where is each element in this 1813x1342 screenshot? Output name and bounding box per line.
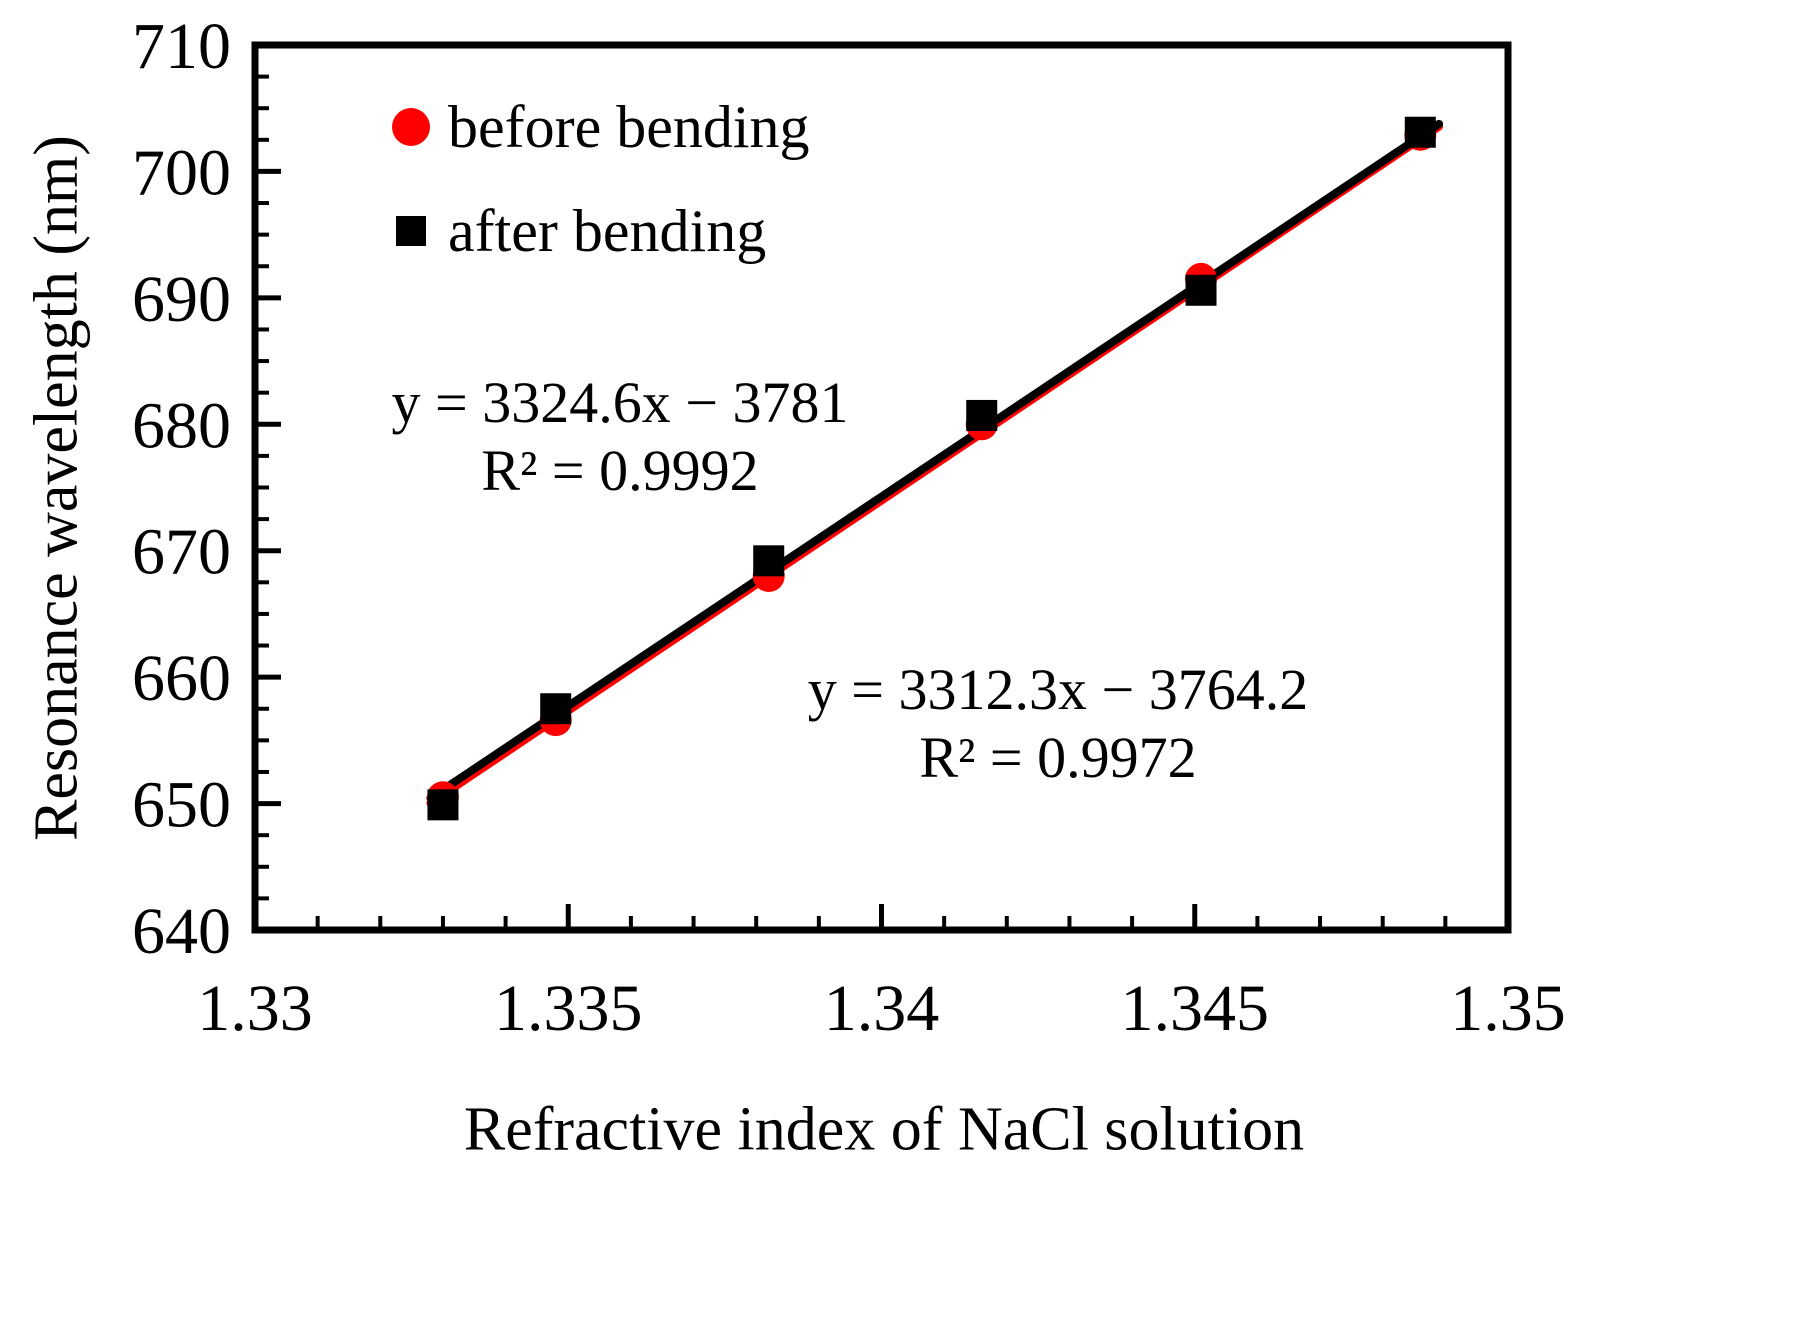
data-point-after-bending bbox=[966, 399, 998, 431]
square-marker-icon bbox=[396, 216, 426, 246]
y-tick-label: 640 bbox=[132, 895, 231, 968]
y-tick-label: 680 bbox=[132, 389, 231, 462]
legend-label-before-bending: before bending bbox=[448, 94, 810, 160]
data-point-after-bending bbox=[427, 789, 459, 821]
legend-entry-before-bending: before bending bbox=[388, 92, 810, 162]
x-tick-label: 1.33 bbox=[197, 972, 313, 1045]
legend-entry-after-bending: after bending bbox=[388, 196, 810, 266]
fit-equation-before-bending: y = 3324.6x − 3781 bbox=[391, 370, 849, 435]
y-axis-label: Resonance wavelength (nm) bbox=[22, 135, 91, 841]
trend-line-after-bending bbox=[426, 119, 1444, 803]
legend-label-after-bending: after bending bbox=[448, 198, 767, 264]
marker-box bbox=[388, 108, 434, 146]
x-axis-label: Refractive index of NaCl solution bbox=[463, 1095, 1305, 1164]
fit-r2-after-bending: R² = 0.9972 bbox=[919, 725, 1197, 790]
x-tick-label: 1.34 bbox=[824, 972, 940, 1045]
data-point-after-bending bbox=[540, 693, 572, 725]
x-tick-label: 1.335 bbox=[494, 972, 643, 1045]
y-tick-label: 700 bbox=[132, 136, 231, 209]
y-tick-label: 670 bbox=[132, 516, 231, 589]
y-tick-label: 650 bbox=[132, 769, 231, 842]
y-tick-label: 660 bbox=[132, 642, 231, 715]
y-tick-label: 690 bbox=[132, 263, 231, 336]
plot-frame bbox=[251, 41, 1512, 934]
data-point-after-bending bbox=[1185, 274, 1217, 306]
marker-box bbox=[388, 216, 434, 246]
x-tick-label: 1.345 bbox=[1121, 972, 1270, 1045]
fit-r2-before-bending: R² = 0.9992 bbox=[481, 438, 759, 503]
data-point-after-bending bbox=[753, 545, 785, 577]
circle-marker-icon bbox=[392, 108, 430, 146]
y-tick-label: 710 bbox=[132, 10, 231, 83]
fit-equation-after-bending: y = 3312.3x − 3764.2 bbox=[807, 657, 1309, 722]
fit-annotation-after-bending: y = 3312.3x − 3764.2 R² = 0.9972 bbox=[808, 656, 1308, 792]
legend: before bending after bending bbox=[388, 92, 810, 300]
data-point-after-bending bbox=[1404, 116, 1436, 148]
fit-annotation-before-bending: y = 3324.6x − 3781 R² = 0.9992 bbox=[392, 369, 849, 505]
x-tick-label: 1.35 bbox=[1450, 972, 1566, 1045]
